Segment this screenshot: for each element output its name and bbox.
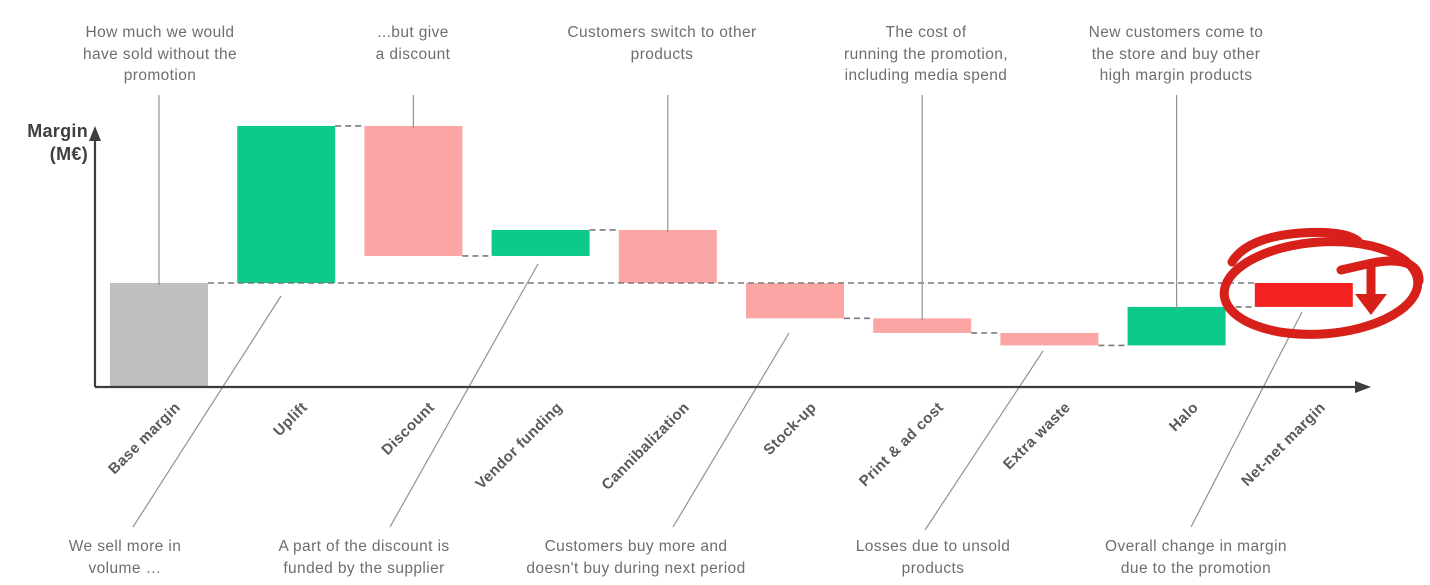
annotation-line: How much we would [85,24,235,41]
annotation-line: have sold without the [82,45,238,63]
x-axis-arrowhead [1355,381,1371,393]
annotation-line: doesn't buy during next period [526,559,746,577]
top-annotation-4: New customers come to the store and buy o… [1036,22,1316,87]
bar-vendor-funding [491,229,590,256]
bottom-annotation-leader-line [924,350,1044,531]
annotation-line: high margin products [1099,67,1253,84]
bar-print-ad-cost [873,318,972,333]
highlight-down-arrow-icon [1355,294,1387,315]
bottom-annotation-1: A part of the discount is funded by the s… [224,536,504,579]
bar-stock-up [746,283,844,319]
bottom-annotation-4: Overall change in margin due to the promo… [1046,536,1346,579]
annotation-line: A part of the discount is [278,538,450,555]
annotation-line: funded by the supplier [283,559,445,577]
bar-cannibalization [618,229,717,283]
annotation-line: products [901,559,965,577]
annotation-line: including media spend [844,67,1008,84]
bottom-annotation-leader-line [1190,311,1303,528]
y-axis-title-line: Margin [27,121,88,141]
annotation-line: running the promotion, [844,45,1008,63]
top-annotation-3: The cost of running the promotion, includi… [791,22,1061,87]
bar-uplift [237,125,336,284]
annotation-line: Customers switch to other [567,24,757,41]
bottom-annotation-leader-line [389,263,539,528]
annotation-line: ...but give [377,24,449,41]
annotation-line: We sell more in [68,538,182,555]
bottom-annotation-leader-line [132,295,282,528]
annotation-line: due to the promotion [1120,559,1272,577]
annotation-line: Losses due to unsold [855,538,1011,555]
bar-halo [1127,306,1226,346]
annotation-line: Customers buy more and [544,538,728,555]
highlight-arrow-hook [1336,256,1424,286]
top-annotation-2: Customers switch to other products [512,22,812,65]
bottom-annotation-0: We sell more in volume … [15,536,235,579]
bar-extra-waste [1000,332,1099,346]
bottom-annotation-2: Customers buy more and doesn't buy during… [471,536,801,579]
bottom-annotation-3: Losses due to unsold products [808,536,1058,579]
highlight-circle-sketch-stroke [1227,227,1363,267]
top-annotation-1: ...but give a discount [318,22,508,65]
y-axis-title: Margin (M€) [0,120,88,166]
annotation-line: the store and buy other [1091,45,1261,63]
annotation-line: products [630,45,694,63]
bar-discount [364,125,463,256]
y-axis-arrowhead [89,126,101,141]
bottom-annotation-leader-line [672,332,790,528]
bar-net-net-margin [1254,283,1353,307]
annotation-line: The cost of [885,24,967,41]
annotation-line: New customers come to [1088,24,1264,41]
annotation-line: Overall change in margin [1105,538,1287,555]
annotation-line: promotion [123,67,197,84]
annotation-line: volume … [88,559,162,577]
bar-base-margin [110,283,208,387]
annotation-line: a discount [375,45,451,63]
y-axis-title-line: (M€) [49,144,88,164]
top-annotation-0: How much we would have sold without the pr… [35,22,285,87]
